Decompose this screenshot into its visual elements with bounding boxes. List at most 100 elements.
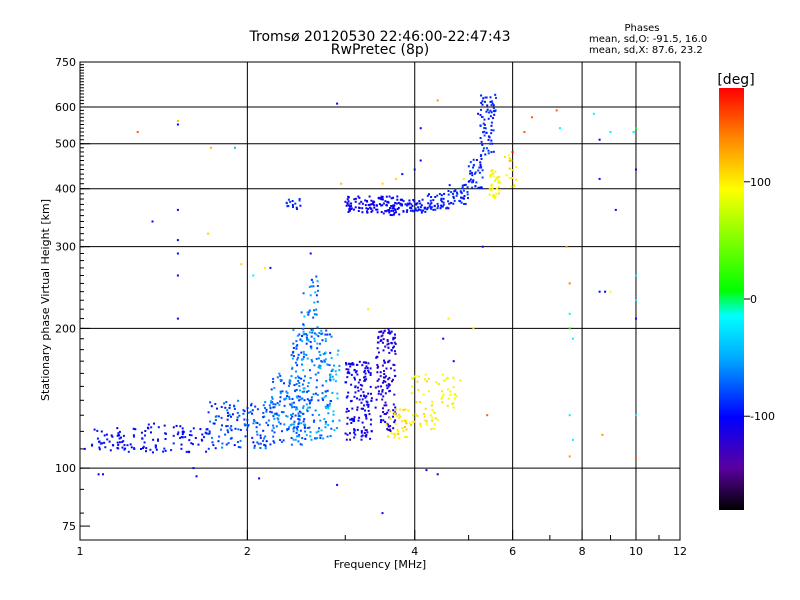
data-point [453, 393, 456, 396]
data-point [379, 330, 382, 333]
data-point [410, 207, 413, 210]
data-point [349, 438, 352, 441]
data-point [264, 447, 267, 450]
data-point [353, 418, 355, 421]
data-point [324, 390, 327, 393]
data-point [220, 428, 222, 431]
data-point [298, 199, 301, 202]
data-point [303, 418, 306, 421]
data-point [228, 413, 231, 416]
data-point [228, 407, 231, 409]
data-point [346, 422, 349, 425]
data-point [299, 338, 302, 341]
data-point [482, 122, 485, 125]
data-point [487, 138, 490, 141]
data-point [324, 340, 327, 343]
data-point [276, 402, 279, 404]
data-point [269, 443, 272, 446]
data-point [432, 427, 435, 430]
data-point [264, 401, 267, 404]
data-point [246, 423, 249, 426]
data-point [299, 395, 302, 398]
data-point [365, 417, 368, 420]
x-tick-label: 4 [411, 545, 418, 558]
data-point [390, 205, 393, 207]
data-point [285, 390, 288, 393]
data-point [123, 444, 126, 447]
data-point [282, 439, 285, 442]
data-point [416, 380, 419, 383]
data-point [296, 435, 299, 438]
data-point [176, 208, 179, 211]
data-point [479, 161, 482, 164]
data-point [409, 206, 412, 209]
data-point [277, 421, 280, 424]
data-point [361, 207, 364, 210]
data-point [182, 431, 185, 434]
data-point [231, 413, 234, 416]
data-point [486, 108, 489, 111]
data-point [394, 432, 397, 435]
data-point [296, 364, 299, 367]
data-point [108, 440, 111, 443]
data-point [302, 350, 305, 353]
data-point [392, 196, 395, 199]
data-point [236, 441, 239, 443]
data-point [300, 377, 303, 380]
data-point [164, 438, 167, 440]
data-point [354, 200, 357, 203]
data-point [430, 206, 433, 209]
data-point [388, 359, 391, 362]
data-point [492, 194, 495, 197]
data-point [244, 435, 247, 438]
data-point [479, 124, 482, 127]
data-point [431, 400, 434, 403]
data-point [349, 365, 352, 368]
y-tick-label: 750 [55, 56, 76, 69]
data-point [432, 208, 435, 211]
data-point [388, 211, 391, 214]
data-point [485, 147, 488, 150]
data-point [111, 435, 114, 438]
data-point [393, 436, 396, 439]
data-point [449, 394, 452, 397]
data-point [355, 370, 358, 373]
data-point [357, 419, 360, 422]
data-point [381, 197, 384, 200]
data-point [429, 203, 432, 206]
data-point [412, 378, 415, 380]
data-point [415, 401, 418, 404]
data-point [308, 402, 311, 405]
data-point [351, 417, 353, 420]
data-point [370, 203, 373, 206]
data-point [346, 433, 349, 436]
data-point [116, 441, 119, 444]
data-point [367, 369, 370, 372]
data-point [472, 158, 475, 161]
data-point [491, 169, 494, 172]
data-point [441, 396, 444, 398]
data-point [327, 407, 330, 410]
data-point [316, 347, 319, 350]
data-point [400, 204, 403, 207]
data-point [302, 358, 305, 361]
data-point [381, 364, 384, 367]
data-point [381, 182, 384, 185]
data-point [346, 416, 349, 419]
data-point [402, 409, 405, 411]
data-point [176, 123, 179, 126]
data-point [373, 204, 376, 207]
data-point [369, 385, 372, 388]
data-point [295, 370, 297, 373]
data-point [305, 342, 308, 345]
data-point [324, 426, 327, 429]
data-point [389, 430, 392, 432]
data-point [349, 432, 351, 435]
data-point [447, 397, 450, 400]
data-point [490, 104, 493, 107]
data-point [306, 334, 309, 337]
data-point [262, 429, 265, 432]
data-point [347, 410, 350, 412]
data-point [318, 350, 321, 353]
data-point [405, 210, 408, 213]
